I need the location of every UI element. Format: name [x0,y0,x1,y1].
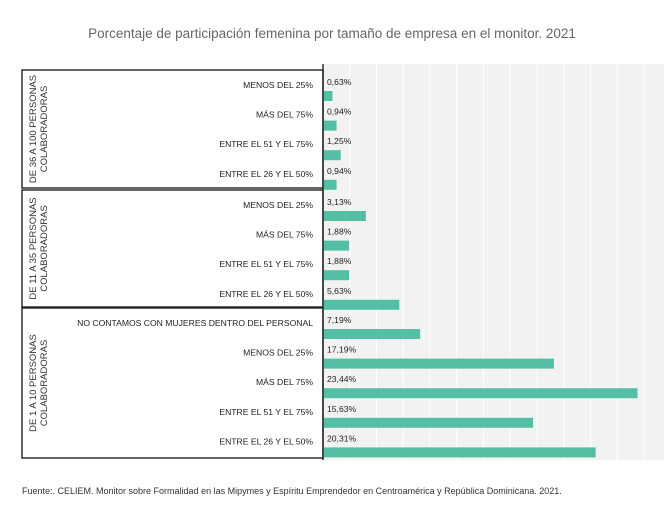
category-label: ENTRE EL 51 Y EL 75% [219,407,313,417]
value-label: 1,88% [327,227,352,237]
group-label-line2: COLABORADORAS [39,205,50,292]
group-label-line1: DE 11 A 35 PERSONAS [28,197,39,299]
value-label: 20,31% [327,433,357,443]
value-label: 17,19% [327,345,357,355]
value-label: 15,63% [327,404,357,414]
bar [324,388,638,399]
bar [324,120,337,131]
category-label: ENTRE EL 26 Y EL 50% [219,169,313,179]
bar [324,329,421,339]
category-label: MÁS DEL 75% [256,110,313,120]
bar [324,447,596,458]
category-label: NO CONTAMOS CON MUJERES DENTRO DEL PERSO… [77,318,313,328]
bar [324,299,400,310]
bar [324,270,350,281]
category-label: MÁS DEL 75% [256,377,313,387]
value-label: 1,88% [327,256,352,266]
value-label: 0,94% [327,107,352,117]
bar [324,417,534,428]
category-label: MENOS DEL 25% [243,80,313,90]
bar [324,179,337,190]
chart-title: Porcentaje de participación femenina por… [88,26,576,41]
category-label: ENTRE EL 51 Y EL 75% [219,139,313,149]
group-label-line1: DE 36 A 100 PERSONAS [28,75,39,183]
group-label-line2: COLABORADORAS [39,86,50,173]
category-label: MENOS DEL 25% [243,348,313,358]
value-label: 5,63% [327,286,352,296]
group-label-line2: COLABORADORAS [39,340,50,427]
category-label: MÁS DEL 75% [256,230,313,240]
bar [324,211,366,221]
category-label: ENTRE EL 26 Y EL 50% [219,436,313,446]
bar [324,358,554,369]
bar [324,240,350,251]
group-label-line1: DE 1 A 10 PERSONAS [28,334,39,432]
value-label: 0,63% [327,77,352,87]
bar [324,150,341,161]
value-label: 0,94% [327,166,352,176]
category-label: MENOS DEL 25% [243,200,313,210]
category-label: ENTRE EL 26 Y EL 50% [219,289,313,299]
plot-background [323,64,664,460]
value-label: 1,25% [327,136,352,146]
category-label: ENTRE EL 51 Y EL 75% [219,259,313,269]
value-label: 7,19% [327,315,352,325]
value-label: 3,13% [327,197,352,207]
bar [324,91,333,101]
source-note: Fuente:. CELIEM. Monitor sobre Formalida… [22,486,562,496]
value-label: 23,44% [327,374,357,384]
